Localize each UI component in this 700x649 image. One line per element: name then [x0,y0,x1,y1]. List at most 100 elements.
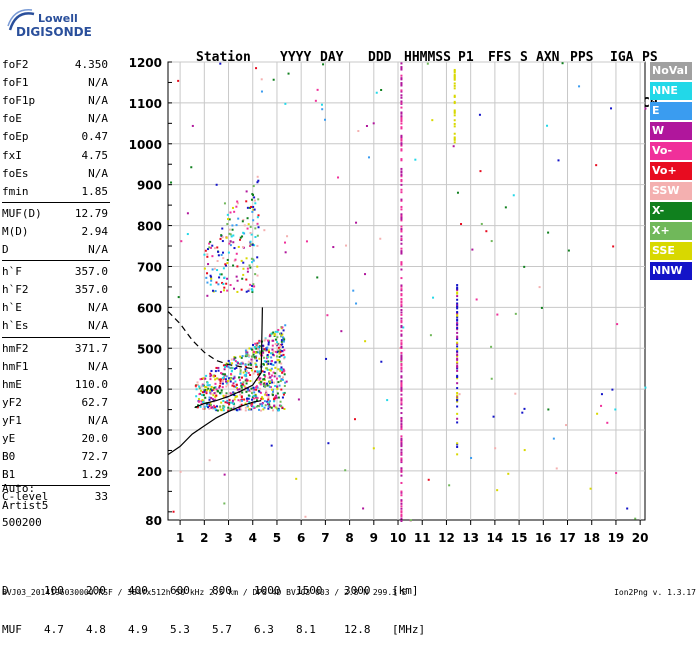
streak-point [400,355,403,358]
noise-point [270,444,273,447]
trace-point [233,247,236,250]
auto-scaling-info: Auto: Artist5 500200 [2,480,48,531]
trace-point [221,227,224,230]
trace-point [234,360,237,363]
trace-point [210,277,213,280]
trace-point [244,402,247,405]
trace-point [259,403,262,406]
streak-point [400,199,403,202]
trace-point [267,349,270,352]
trace-point [262,351,265,354]
trace-point [245,290,248,293]
trace-point [261,370,264,373]
trace-point [264,337,267,340]
streak-point [453,114,456,117]
legend-item-x: X+ [650,222,692,240]
header-label-10: IGA [610,50,634,65]
streak-point [400,423,403,426]
streak-point [400,453,403,456]
trace-point [236,395,239,398]
trace-point [240,399,243,402]
trace-point [250,408,253,411]
param-row: h`Es N/A [2,317,110,335]
trace-point [264,404,267,407]
trace-point [251,289,254,292]
noise-point [316,276,319,279]
trace-point [257,345,260,348]
param-value: 357.0 [74,265,108,279]
trace-point [204,249,207,252]
streak-point [453,78,456,81]
trace-point [283,338,286,341]
trace-point [212,394,215,397]
streak-point [400,78,403,81]
streak-point [400,115,403,118]
streak-point [400,442,403,445]
streak-point [400,354,403,357]
trace-point [217,369,220,372]
streak-point [456,303,459,306]
streak-point [400,111,403,114]
trace-point [256,175,259,178]
param-separator [2,336,110,338]
trace-point [247,371,250,374]
trace-point [280,339,283,342]
trace-point [197,404,200,407]
noise-point [206,294,209,297]
trace-point [201,384,204,387]
streak-point [453,84,456,87]
trace-point [235,224,238,227]
trace-point [220,409,223,412]
streak-point [453,111,456,114]
trace-point [228,398,231,401]
y-tick-label: 300 [137,424,162,438]
trace-point [248,408,251,411]
trace-point [249,240,252,243]
trace-point [267,393,270,396]
param-row: h`F 357.0 [2,263,110,281]
noise-point [285,380,288,383]
trace-point [214,391,217,394]
trace-point [265,392,268,395]
trace-point [258,341,261,344]
noise-point [514,392,517,395]
streak-point [456,421,459,424]
trace-point [224,264,227,267]
trace-point [247,397,250,400]
trace-point [229,233,232,236]
streak-point [400,311,403,314]
streak-point [456,376,459,379]
trace-point [265,394,268,397]
trace-point [248,389,251,392]
trace-point [268,373,271,376]
trace-point [246,351,249,354]
trace-point [253,244,256,247]
trace-point [284,324,287,327]
trace-point [253,355,256,358]
trace-point [268,381,271,384]
trace-point [218,276,221,279]
trace-point [227,359,230,362]
trace-point [214,398,217,401]
trace-point [256,396,259,399]
trace-point [243,385,246,388]
trace-point [281,326,284,329]
streak-point [453,76,456,79]
trace-point [246,400,249,403]
trace-point [256,216,259,219]
noise-point [612,245,615,248]
trace-point [276,330,279,333]
trace-point [277,407,280,410]
streak-point [400,356,403,359]
trace-point [271,348,274,351]
trace-point [236,279,239,282]
trace-point [241,220,244,223]
streak-point [453,68,456,71]
noise-point [448,484,451,487]
trace-point [210,392,213,395]
trace-point [248,288,251,291]
trace-point [250,288,253,291]
param-row: hmF1 N/A [2,358,110,376]
x-tick-label: 11 [414,531,431,545]
streak-point [453,87,456,90]
